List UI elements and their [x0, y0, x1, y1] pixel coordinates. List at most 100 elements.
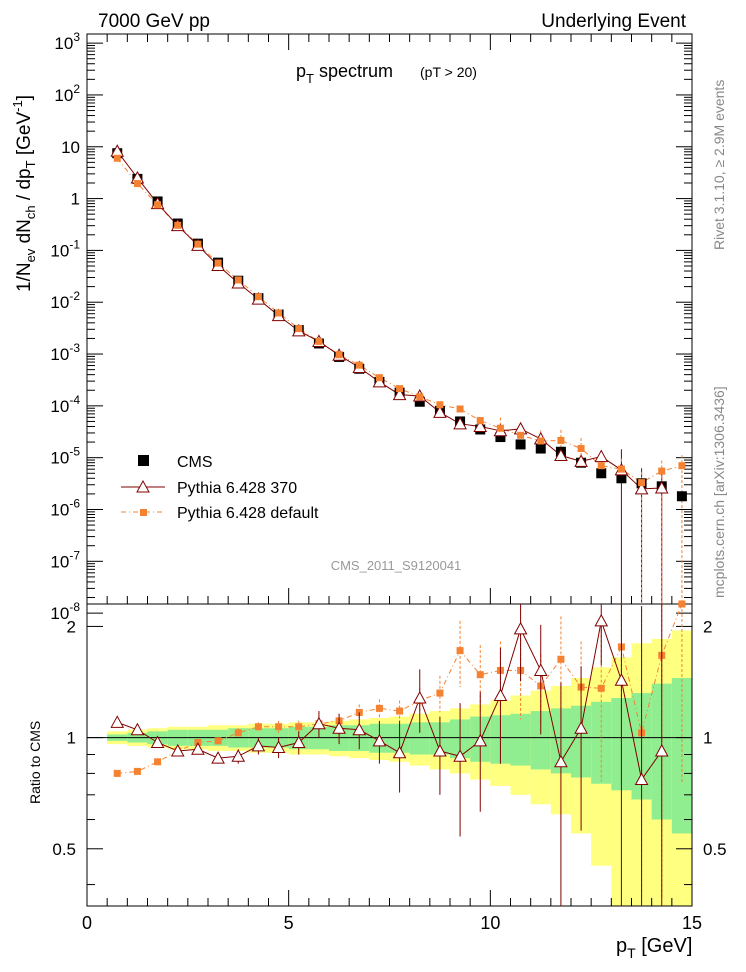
- y-tick-label: 10-8: [50, 600, 80, 623]
- point-pythia-370: [372, 374, 387, 388]
- y-tick-label: 10-4: [50, 393, 80, 416]
- point-pythia-default: [133, 180, 141, 188]
- header-left: 7000 GeV pp: [98, 11, 210, 32]
- point-pythia-370: [392, 387, 407, 401]
- point-pythia-370: [634, 481, 649, 495]
- ratio-point-pythia-default: [275, 723, 283, 731]
- main-series-layer: [110, 144, 687, 604]
- ratio-line-pythia-default: [117, 603, 683, 774]
- x-tick-label: 15: [682, 913, 702, 933]
- point-pythia-370: [554, 448, 568, 462]
- y-tick-label: 1: [71, 190, 80, 209]
- legend-entry-pythia-default: Pythia 6.428 default: [121, 505, 319, 522]
- xlabel: pT [GeV]: [616, 935, 692, 961]
- ratio-point-pythia-370: [513, 621, 528, 635]
- ratio-point-pythia-default: [254, 723, 262, 731]
- point-pythia-default: [194, 240, 202, 248]
- ratio-band-inner: [510, 713, 531, 766]
- plot-title: pT spectrum: [296, 61, 393, 86]
- point-pythia-default: [577, 445, 585, 453]
- legend-marker-pythia-default: [140, 509, 147, 516]
- x-tick-label: 0: [82, 913, 92, 933]
- ratio-point-pythia-370: [291, 735, 306, 748]
- ratio-band-inner: [591, 701, 612, 784]
- point-pythia-default: [254, 293, 262, 301]
- ratio-point-pythia-default: [678, 600, 686, 608]
- point-pythia-default: [456, 405, 464, 413]
- ratio-point-pythia-370: [654, 743, 669, 757]
- y-tick-label: 103: [54, 30, 80, 53]
- y-tick-label: 10-7: [50, 548, 80, 571]
- ratio-point-pythia-370: [412, 690, 427, 704]
- ratio-point-pythia-default: [295, 723, 303, 731]
- ratio-ylabel: Ratio to CMS: [27, 721, 43, 804]
- ratio-point-pythia-default: [214, 737, 222, 745]
- point-pythia-370: [654, 480, 669, 494]
- ratio-point-pythia-370: [332, 721, 346, 734]
- y-tick-label: 10-3: [50, 341, 80, 364]
- ratio-band-inner: [530, 711, 551, 770]
- point-pythia-370: [574, 454, 588, 467]
- ratio-point-pythia-370: [614, 673, 629, 686]
- point-cms: [495, 432, 506, 443]
- ratio-point-pythia-default: [456, 647, 464, 655]
- x-tick-label: 5: [284, 913, 294, 933]
- point-pythia-default: [597, 462, 605, 470]
- ratio-point-pythia-370: [251, 738, 266, 752]
- point-cms: [616, 473, 627, 484]
- ratio-point-pythia-370: [433, 743, 447, 757]
- point-pythia-default: [617, 465, 625, 473]
- y-tick-label: 10-5: [50, 445, 80, 468]
- ratio-point-pythia-default: [234, 729, 242, 737]
- point-pythia-default: [416, 393, 424, 401]
- ratio-y-tick-label-right: 1: [703, 729, 712, 748]
- axes-ticks: 0 5 10 15 10-8 10-7 10-6 10-5 10-4 10-3 10-2 10-1 1 1…: [50, 30, 726, 933]
- point-cms: [515, 439, 526, 450]
- point-pythia-default: [154, 201, 162, 209]
- header-right: Underlying Event: [541, 11, 686, 32]
- point-pythia-default: [678, 462, 686, 470]
- point-pythia-default: [476, 417, 484, 425]
- ratio-point-pythia-370: [594, 613, 609, 627]
- point-pythia-default: [396, 385, 404, 393]
- ratio-y-tick-label: 0.5: [52, 840, 76, 859]
- point-cms: [676, 491, 687, 502]
- ratio-point-pythia-370: [170, 743, 185, 757]
- ratio-y-tick-label-right: 0.5: [703, 840, 727, 859]
- ratio-point-pythia-370: [554, 754, 568, 768]
- ratio-y-tick-label-right: 2: [703, 617, 712, 636]
- point-cms: [535, 443, 546, 454]
- point-pythia-default: [295, 325, 303, 333]
- ratio-point-pythia-default: [476, 671, 484, 679]
- rivet-label: Rivet 3.1.10, ≥ 2.9M events: [711, 80, 727, 250]
- title-p: p: [296, 61, 306, 81]
- point-pythia-default: [113, 154, 121, 162]
- plot-title-cut: (pT > 20): [420, 64, 477, 80]
- point-pythia-default: [214, 259, 222, 267]
- ratio-point-pythia-370: [271, 740, 286, 754]
- point-pythia-default: [355, 361, 363, 369]
- ratio-point-pythia-370: [372, 733, 387, 747]
- legend-entry-pythia-370: Pythia 6.428 370: [121, 479, 297, 497]
- ratio-point-pythia-default: [436, 689, 444, 697]
- legend-label-pythia-default: Pythia 6.428 default: [177, 505, 319, 522]
- point-pythia-default: [557, 436, 565, 444]
- point-pythia-default: [658, 467, 666, 475]
- ratio-point-pythia-default: [375, 704, 383, 712]
- y-tick-label: 10: [61, 138, 80, 157]
- legend-entry-cms: CMS: [138, 454, 213, 471]
- point-cms: [414, 396, 425, 407]
- ratio-point-pythia-370: [231, 749, 246, 762]
- series-line-pythia-default: [116, 157, 683, 484]
- point-pythia-370: [433, 405, 447, 418]
- point-pythia-default: [275, 309, 283, 317]
- point-pythia-default: [315, 337, 323, 345]
- point-cms: [596, 468, 607, 479]
- main-ylabel: 1/Nev dNch / dpT [GeV-1]: [10, 95, 38, 292]
- analysis-label: CMS_2011_S9120041: [331, 558, 462, 573]
- ratio-point-pythia-370: [473, 733, 488, 747]
- y-tick-label: 10-1: [50, 237, 80, 260]
- ratio-line-pythia-370: [117, 618, 663, 781]
- point-pythia-default: [375, 374, 383, 382]
